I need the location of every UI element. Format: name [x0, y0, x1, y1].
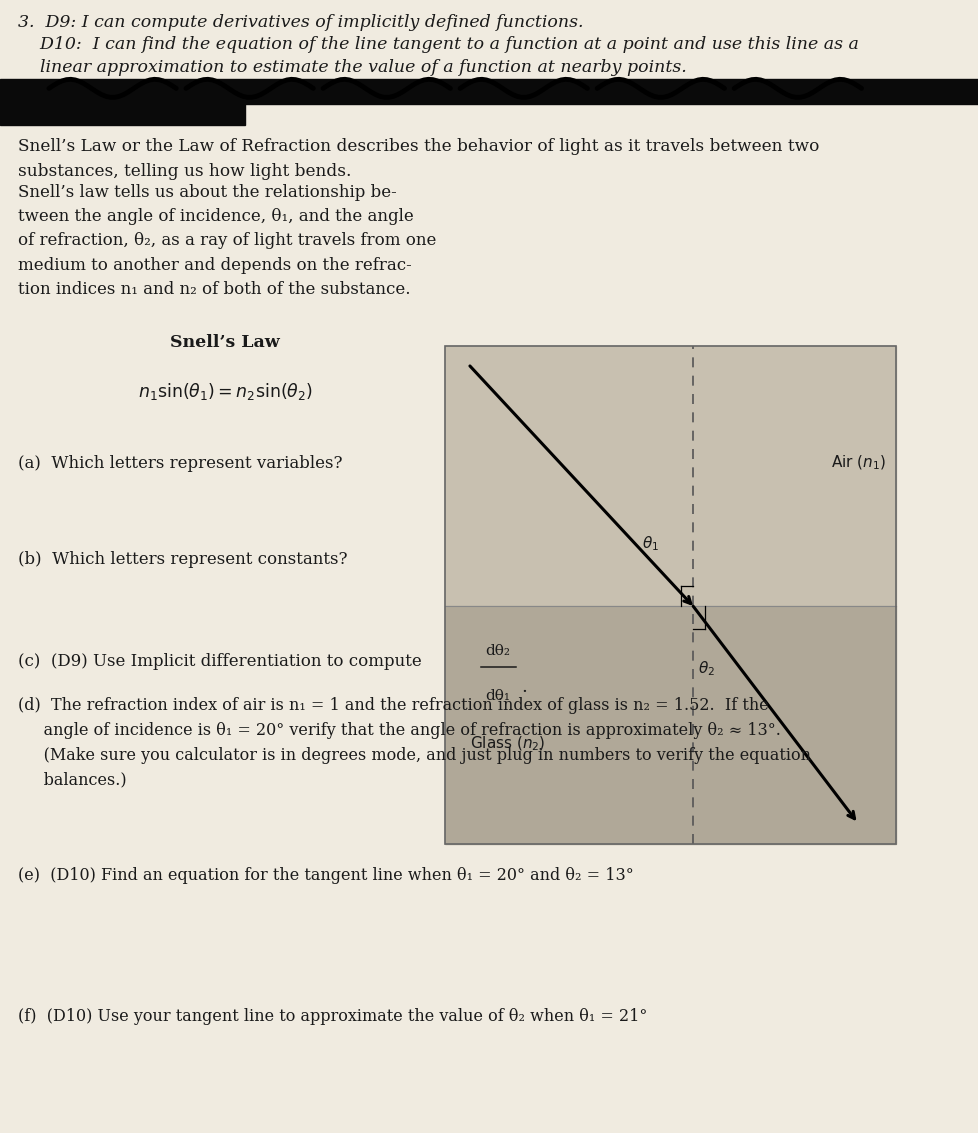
Text: .: .: [520, 679, 526, 696]
Text: th: th: [372, 88, 381, 97]
Text: (c)  (D9) Use Implicit differentiation to compute: (c) (D9) Use Implicit differentiation to…: [18, 654, 421, 671]
Text: (Make sure you calculator is in degrees mode, and just plug in numbers to verify: (Make sure you calculator is in degrees …: [18, 747, 810, 764]
Text: balances.): balances.): [18, 772, 126, 789]
Text: 3.  D9: I can compute derivatives of implicitly defined functions.: 3. D9: I can compute derivatives of impl…: [18, 14, 583, 31]
Bar: [445, 346, 895, 606]
Text: Air $(n_1)$: Air $(n_1)$: [830, 453, 885, 472]
Text: medium to another and depends on the refrac-: medium to another and depends on the ref…: [18, 257, 411, 274]
Text: of refraction, θ₂, as a ray of light travels from one: of refraction, θ₂, as a ray of light tra…: [18, 232, 435, 249]
Text: D10:  I can find the equation of the line tangent to a function at a point and u: D10: I can find the equation of the line…: [18, 36, 858, 53]
Text: (d)  The refraction index of air is n₁ = 1 and the refraction index of glass is : (d) The refraction index of air is n₁ = …: [18, 697, 768, 714]
Text: substances, telling us how light bends.: substances, telling us how light bends.: [18, 163, 351, 180]
Text: $\theta_1$: $\theta_1$: [642, 535, 658, 553]
Text: (b)  Which letters represent constants?: (b) Which letters represent constants?: [18, 552, 347, 569]
Text: dθ₂: dθ₂: [484, 644, 510, 657]
Text: dθ₁: dθ₁: [484, 690, 510, 704]
Bar: [445, 606, 895, 844]
Text: nted: nted: [88, 88, 111, 97]
Text: tion indices n₁ and n₂ of both of the substance.: tion indices n₁ and n₂ of both of the su…: [18, 281, 410, 298]
Text: $\theta_2$: $\theta_2$: [697, 659, 714, 678]
Text: Glass $(n_2)$: Glass $(n_2)$: [469, 735, 545, 753]
Text: (e)  (D10) Find an equation for the tangent line when θ₁ = 20° and θ₂ = 13°: (e) (D10) Find an equation for the tange…: [18, 867, 633, 884]
Bar: [445, 346, 895, 844]
Text: tween the angle of incidence, θ₁, and the angle: tween the angle of incidence, θ₁, and th…: [18, 207, 413, 225]
Text: (f)  (D10) Use your tangent line to approximate the value of θ₂ when θ₁ = 21°: (f) (D10) Use your tangent line to appro…: [18, 1008, 646, 1025]
Text: (a)  Which letters represent variables?: (a) Which letters represent variables?: [18, 455, 341, 472]
Bar: [0, 79, 978, 104]
Text: Snell’s law tells us about the relationship be-: Snell’s law tells us about the relations…: [18, 184, 396, 201]
Text: linear approximation to estimate the value of a function at nearby points.: linear approximation to estimate the val…: [18, 59, 686, 76]
Bar: [0, 102, 244, 125]
Text: $n_1 \sin(\theta_1) = n_2 \sin(\theta_2)$: $n_1 \sin(\theta_1) = n_2 \sin(\theta_2)…: [138, 382, 312, 402]
Text: Snell’s Law: Snell’s Law: [170, 334, 280, 351]
Text: Snell’s Law or the Law of Refraction describes the behavior of light as it trave: Snell’s Law or the Law of Refraction des…: [18, 138, 819, 155]
Text: angle of incidence is θ₁ = 20° verify that the angle of refraction is approximat: angle of incidence is θ₁ = 20° verify th…: [18, 722, 779, 739]
